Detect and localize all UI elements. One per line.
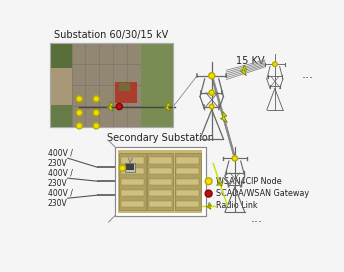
Circle shape [272,62,277,66]
Circle shape [116,103,122,110]
Text: Radio Link: Radio Link [216,201,258,210]
Bar [176,200,200,207]
Polygon shape [240,65,247,76]
Polygon shape [107,101,114,112]
Text: ...: ... [251,212,263,225]
Bar [121,157,144,163]
Bar [50,44,173,126]
Bar [149,200,172,207]
Circle shape [205,190,212,197]
Text: Substation 60/30/15 kV: Substation 60/30/15 kV [54,30,169,39]
Bar [121,200,144,207]
Circle shape [93,123,99,129]
Circle shape [93,96,99,102]
Bar [115,147,206,216]
Bar [118,150,203,213]
Polygon shape [221,112,227,122]
Bar [149,179,172,185]
Bar [121,168,144,174]
Bar [121,179,144,185]
Bar [115,147,206,216]
Polygon shape [164,101,171,112]
Bar [176,190,200,196]
Circle shape [76,96,82,102]
Text: 15 KV: 15 KV [236,56,265,66]
Text: WSAN4CIP Node: WSAN4CIP Node [216,177,282,186]
Circle shape [119,165,126,171]
Bar [149,157,172,163]
Text: ...: ... [302,69,314,82]
Bar [176,179,200,185]
Polygon shape [217,181,223,187]
Text: 400V /
230V: 400V / 230V [48,188,73,208]
Polygon shape [206,202,212,209]
Circle shape [205,178,212,185]
Bar [50,44,72,68]
Bar [50,44,173,126]
Bar [175,153,201,210]
Bar [119,84,130,91]
Circle shape [93,110,99,116]
Bar [119,153,146,210]
Bar [147,153,173,210]
Circle shape [209,73,215,79]
Circle shape [76,123,82,129]
Bar [50,105,72,126]
Text: 400V /
230V: 400V / 230V [48,149,73,168]
Bar [121,190,144,196]
Bar [149,190,172,196]
Circle shape [76,110,82,116]
Text: SCADA/WSAN Gateway: SCADA/WSAN Gateway [216,189,310,198]
Text: Secondary Substation: Secondary Substation [107,133,214,143]
Text: 400V /
230V: 400V / 230V [48,168,73,188]
Bar [72,44,141,126]
Bar [126,164,134,171]
Bar [141,44,173,126]
Bar [149,168,172,174]
Bar [176,157,200,163]
Circle shape [209,104,214,109]
Bar [125,163,136,172]
Circle shape [232,156,237,161]
Circle shape [209,90,214,95]
Bar [176,168,200,174]
Bar [116,82,137,103]
